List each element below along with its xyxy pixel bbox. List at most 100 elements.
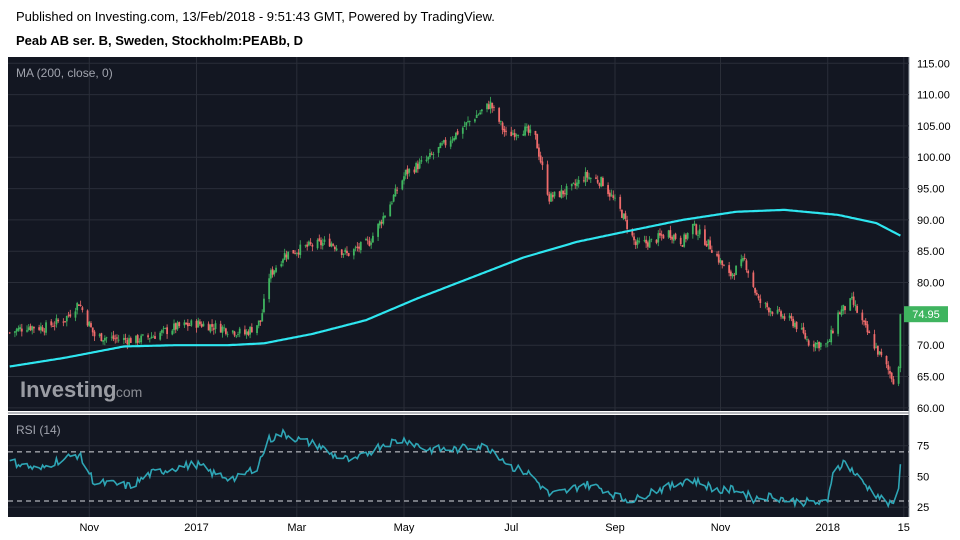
candle-body <box>780 311 782 317</box>
candle-body <box>328 238 331 247</box>
last-price-badge: 74.95 <box>904 306 948 323</box>
candle-body <box>697 235 699 237</box>
candle-body <box>672 235 675 241</box>
candle-body <box>346 250 348 254</box>
price-tick-label: 110.00 <box>917 90 950 102</box>
candle-body <box>728 265 731 273</box>
price-tick-label: 60.00 <box>917 403 945 415</box>
candle-body <box>501 122 504 130</box>
candle-body <box>171 330 174 335</box>
candle-body <box>705 244 708 247</box>
candle-body <box>880 351 883 356</box>
price-tick-labels: 60.0065.0070.0075.0080.0085.0090.0095.00… <box>917 58 951 415</box>
candle-body <box>842 304 845 311</box>
candle-body <box>598 183 601 186</box>
candle-body <box>226 333 229 335</box>
candle-body <box>275 267 277 272</box>
price-tick-label: 95.00 <box>917 184 945 196</box>
candle-body <box>498 108 501 122</box>
time-tick-labels: Nov 2017 Mar May Jul Sep Nov 2018 15 <box>79 522 909 534</box>
candle-body <box>828 340 831 342</box>
candle-body <box>268 278 271 300</box>
time-tick-label: Nov <box>79 522 99 534</box>
candle-body <box>819 342 822 347</box>
candle-body <box>486 103 488 110</box>
candle-body <box>887 364 890 370</box>
candle-body <box>582 180 585 182</box>
candle-body <box>745 260 748 271</box>
candle-body <box>74 311 77 318</box>
candle-body <box>287 251 290 259</box>
candle-body <box>574 183 577 186</box>
candle-body <box>659 232 661 236</box>
candle-body <box>795 321 798 330</box>
candle-body <box>135 335 137 343</box>
candle-body <box>683 234 686 247</box>
candle-body <box>212 328 215 330</box>
candle-body <box>764 302 767 304</box>
candle-body <box>667 230 670 238</box>
candle-body <box>178 322 181 327</box>
time-tick-label: May <box>394 522 415 534</box>
candle-body <box>607 185 609 194</box>
candle-body <box>371 235 374 243</box>
candle-body <box>425 159 428 161</box>
candle-body <box>39 326 42 331</box>
time-tick-label: 15 <box>898 522 910 534</box>
candle-body <box>199 321 201 325</box>
candle-body <box>560 189 563 198</box>
candle-body <box>610 194 613 196</box>
candle-body <box>449 140 452 147</box>
candle-body <box>723 265 725 267</box>
candle-body <box>686 232 689 239</box>
candle-body <box>415 163 418 173</box>
time-tick-label: Nov <box>711 522 731 534</box>
candle-body <box>660 234 663 236</box>
candle-body <box>480 109 483 112</box>
candle-body <box>467 120 469 122</box>
candle-body <box>202 323 205 327</box>
candle-body <box>344 249 347 253</box>
candle-body <box>250 327 253 333</box>
candle-body <box>866 324 869 333</box>
candle-body <box>249 326 252 335</box>
candle-body <box>282 259 284 263</box>
candle-body <box>283 253 286 260</box>
candle-body <box>515 134 518 136</box>
candle-body <box>126 339 129 345</box>
time-tick-label: Jul <box>504 522 518 534</box>
candle-body <box>899 314 902 369</box>
candle-body <box>527 125 530 133</box>
candle-body <box>93 331 96 337</box>
candle-body <box>365 238 367 241</box>
candle-body <box>122 337 125 341</box>
candle-body <box>735 265 737 275</box>
rsi-tick-label: 50 <box>917 471 929 483</box>
candle-body <box>382 216 385 224</box>
candle-body <box>269 270 272 279</box>
candle-body <box>754 287 756 293</box>
candle-body <box>15 329 18 332</box>
candle-body <box>244 329 246 335</box>
candle-body <box>45 322 47 333</box>
candle-body <box>273 270 276 275</box>
candle-body <box>356 246 359 248</box>
candle-body <box>742 258 744 261</box>
candle-body <box>31 326 34 331</box>
candle-body <box>600 176 603 187</box>
candle-body <box>366 239 369 241</box>
candle-body <box>209 324 212 332</box>
candle-body <box>890 372 893 380</box>
candle-body <box>81 307 84 311</box>
candle-body <box>505 130 507 132</box>
candle-body <box>164 328 167 329</box>
candle-body <box>838 312 841 315</box>
candle-body <box>636 239 639 245</box>
candle-body <box>124 338 127 340</box>
candle-body <box>352 249 355 256</box>
candle-body <box>709 240 712 250</box>
candle-body <box>868 331 871 334</box>
candle-body <box>621 210 623 218</box>
candle-body <box>427 156 430 160</box>
